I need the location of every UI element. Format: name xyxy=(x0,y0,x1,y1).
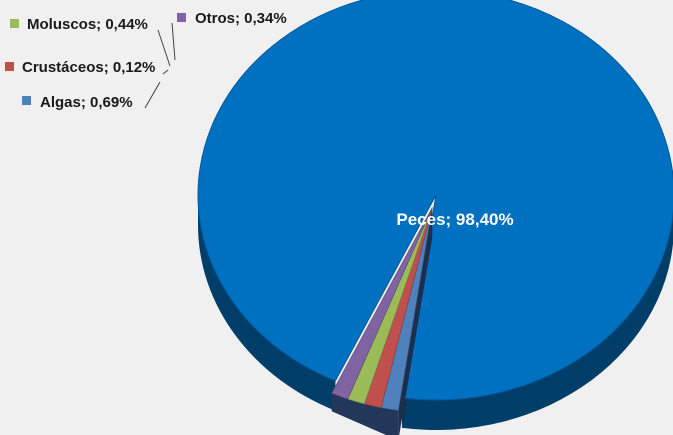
slice-peces xyxy=(197,0,673,401)
minor-group-cut-face xyxy=(398,207,433,435)
leader-line-otros xyxy=(171,22,176,61)
slice-otros xyxy=(331,207,433,400)
data-label-algas: Algas; 0,69% xyxy=(40,94,133,111)
leader-lines xyxy=(144,22,176,109)
leader-line-crustaceos xyxy=(162,69,169,75)
label-key-otros xyxy=(177,13,186,22)
leader-line-algas xyxy=(144,81,161,109)
pie-slices xyxy=(197,0,673,435)
data-label-otros: Otros; 0,34% xyxy=(195,10,287,27)
data-label-peces: Peces; 98,40% xyxy=(396,210,513,229)
slice-side-peces xyxy=(402,213,673,430)
label-key-moluscos xyxy=(10,19,19,28)
data-labels: Peces; 98,40% Algas; 0,69% Crustáceos; 0,1… xyxy=(5,10,514,229)
data-label-crustaceos: Crustáceos; 0,12% xyxy=(22,59,155,76)
minor-group-rim xyxy=(331,393,399,435)
data-label-moluscos: Moluscos; 0,44% xyxy=(27,16,148,33)
label-key-crustaceos xyxy=(5,62,14,71)
slice-side-peces xyxy=(198,195,336,411)
label-key-algas xyxy=(22,96,31,105)
leader-line-moluscos xyxy=(157,29,171,67)
